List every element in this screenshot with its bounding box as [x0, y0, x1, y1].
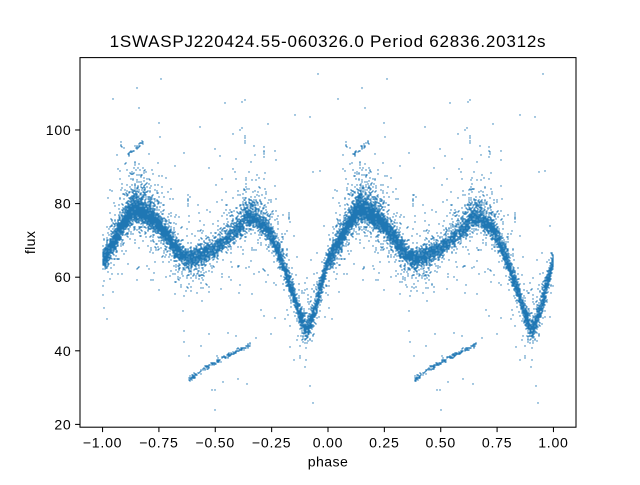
svg-text:40: 40: [54, 343, 71, 359]
svg-text:−0.50: −0.50: [196, 434, 235, 450]
svg-text:0.50: 0.50: [426, 434, 456, 450]
svg-text:−0.75: −0.75: [139, 434, 178, 450]
svg-text:100: 100: [46, 122, 72, 138]
svg-text:0.00: 0.00: [313, 434, 343, 450]
svg-text:20: 20: [54, 416, 71, 432]
svg-text:60: 60: [54, 269, 71, 285]
svg-text:−0.25: −0.25: [252, 434, 291, 450]
svg-text:80: 80: [54, 196, 71, 212]
svg-text:0.75: 0.75: [482, 434, 512, 450]
svg-text:−1.00: −1.00: [83, 434, 122, 450]
svg-text:1SWASPJ220424.55-060326.0 Peri: 1SWASPJ220424.55-060326.0 Period 62836.2…: [110, 32, 547, 51]
svg-text:1.00: 1.00: [538, 434, 568, 450]
svg-text:flux: flux: [22, 231, 38, 255]
svg-text:0.25: 0.25: [369, 434, 399, 450]
svg-text:phase: phase: [308, 454, 348, 470]
